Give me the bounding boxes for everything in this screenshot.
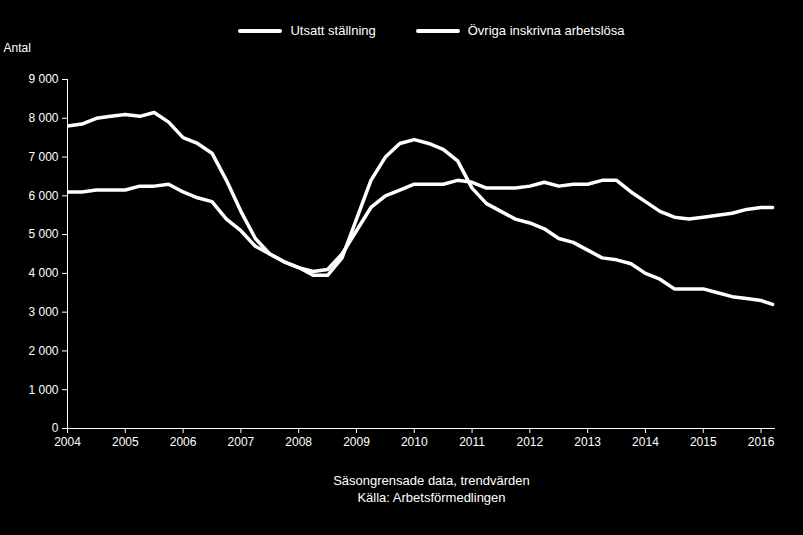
svg-text:2010: 2010: [401, 435, 428, 449]
svg-text:5 000: 5 000: [28, 227, 58, 241]
svg-text:4 000: 4 000: [28, 266, 58, 280]
svg-text:2013: 2013: [574, 435, 601, 449]
svg-text:0: 0: [52, 421, 59, 435]
html-text:Källa: Arbetsförmedlingen: Källa: Arbetsförmedlingen: [357, 490, 506, 505]
html-text:Övriga inskrivna arbetslösa: Övriga inskrivna arbetslösa: [467, 23, 625, 38]
svg-text:Antal: Antal: [4, 41, 31, 55]
svg-text:2004: 2004: [54, 435, 81, 449]
svg-text:2009: 2009: [343, 435, 370, 449]
svg-text:2006: 2006: [170, 435, 197, 449]
svg-text:1 000: 1 000: [28, 383, 58, 397]
svg-text:2008: 2008: [285, 435, 312, 449]
svg-text:2 000: 2 000: [28, 344, 58, 358]
html-text:Säsongrensade data, trendvärde: Säsongrensade data, trendvärden: [333, 473, 530, 488]
svg-text:2011: 2011: [459, 435, 485, 449]
svg-text:2014: 2014: [632, 435, 659, 449]
svg-text:6 000: 6 000: [28, 189, 58, 203]
svg-text:2015: 2015: [690, 435, 717, 449]
svg-text:8 000: 8 000: [28, 111, 58, 125]
svg-text:2012: 2012: [517, 435, 544, 449]
svg-text:2007: 2007: [228, 435, 255, 449]
svg-text:7 000: 7 000: [28, 150, 58, 164]
svg-text:9 000: 9 000: [28, 72, 58, 86]
html-text:Utsatt ställning: Utsatt ställning: [290, 23, 376, 38]
svg-text:2016: 2016: [748, 435, 775, 449]
svg-text:2005: 2005: [112, 435, 139, 449]
svg-text:3 000: 3 000: [28, 305, 58, 319]
